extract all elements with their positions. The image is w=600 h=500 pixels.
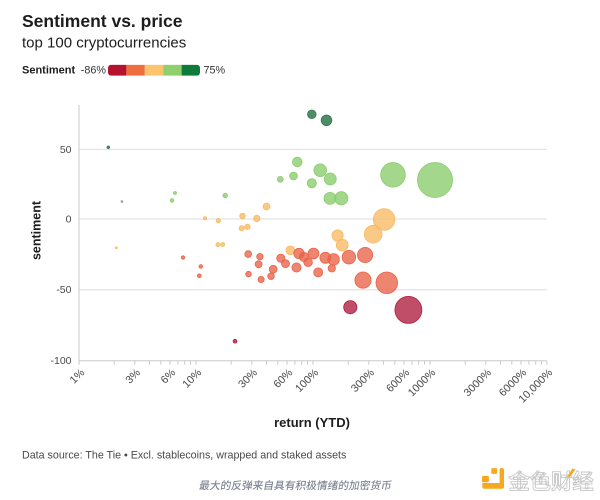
svg-text:-50: -50 — [56, 284, 71, 296]
svg-text:return (YTD): return (YTD) — [274, 415, 350, 430]
svg-text:sentiment: sentiment — [29, 200, 43, 260]
svg-text:-86%: -86% — [81, 65, 107, 77]
svg-text:Data source: The Tie • Excl. s: Data source: The Tie • Excl. stablecoins… — [22, 450, 346, 462]
svg-text:Sentiment: Sentiment — [22, 65, 76, 77]
svg-text:75%: 75% — [204, 65, 226, 77]
svg-text:-100: -100 — [50, 355, 71, 367]
svg-text:Sentiment vs. price: Sentiment vs. price — [22, 11, 183, 31]
svg-text:top 100 cryptocurrencies: top 100 cryptocurrencies — [22, 35, 186, 52]
svg-text:0: 0 — [66, 214, 72, 226]
svg-text:50: 50 — [60, 144, 72, 156]
